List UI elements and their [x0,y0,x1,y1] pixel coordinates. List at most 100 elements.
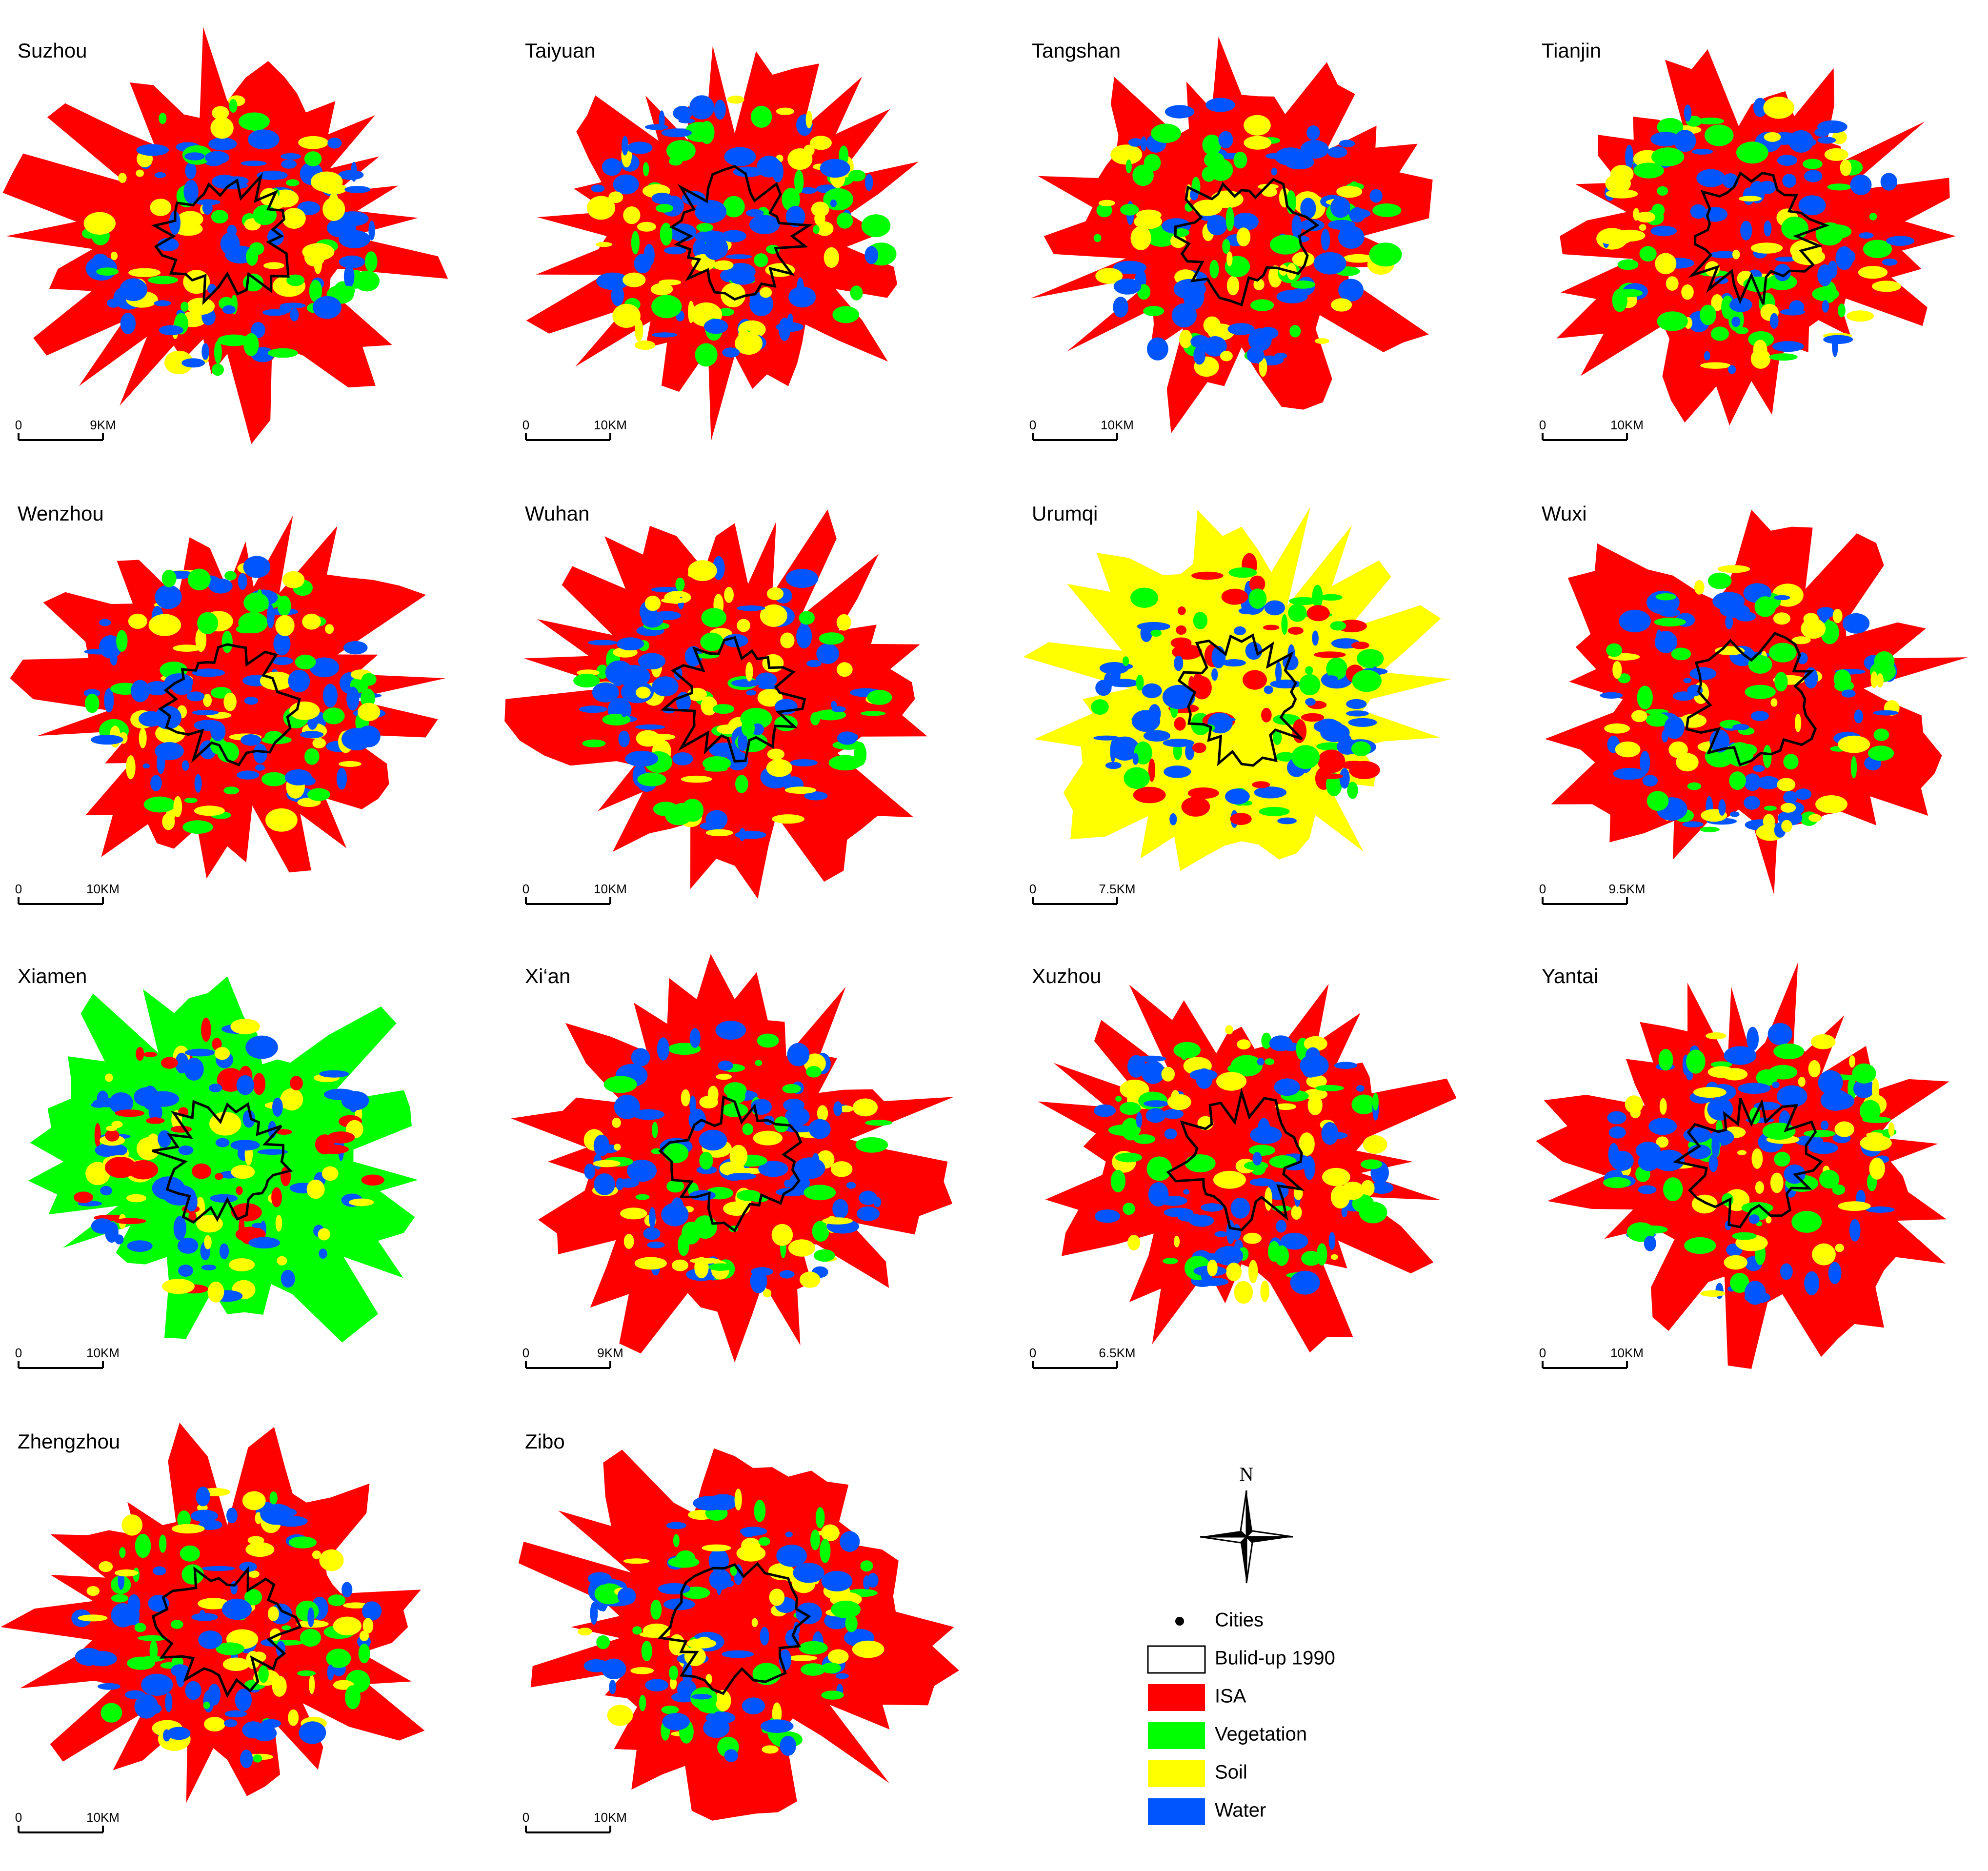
land-cover-patch [120,312,136,334]
land-cover-patch [1640,750,1650,774]
land-cover-patch [864,246,879,264]
land-cover-patch [1681,284,1694,300]
land-cover-patch [1145,1108,1165,1123]
land-cover-patch [1273,730,1282,745]
land-cover-patch [1289,325,1301,338]
land-cover-patch [1193,612,1208,629]
land-cover-patch [1853,1079,1875,1098]
land-cover-patch [266,604,275,628]
land-cover-patch [1142,683,1162,698]
land-cover-patch [1372,203,1402,217]
land-cover-patch [1873,728,1889,741]
legend: N Cities Bulid-up 1990 ISA Vegetation Soil Wa… [1147,1463,1335,1825]
land-cover-patch [327,1665,334,1681]
land-cover-patch [681,775,712,783]
land-cover-patch [714,100,726,120]
land-cover-patch [836,212,853,229]
land-cover-patch [693,1496,726,1511]
land-cover-patch [261,772,287,786]
land-cover-patch [336,767,347,790]
land-cover-patch [1320,723,1350,743]
land-cover-patch [762,1745,779,1754]
land-cover-patch [245,1542,275,1557]
land-cover-patch [241,161,267,166]
land-cover-patch [672,752,693,765]
land-cover-patch [106,1126,118,1131]
land-cover-patch [1248,328,1272,352]
land-cover-patch [806,660,822,667]
land-cover-patch [178,1146,194,1155]
land-cover-patch [290,1076,303,1091]
land-cover-patch [148,1103,162,1122]
land-cover-patch [253,1754,262,1763]
land-cover-patch [1312,630,1319,646]
land-cover-patch [127,1594,141,1615]
city-panel: Yantai 0 10KM [1536,962,1949,1369]
land-cover-patch [790,759,818,766]
land-cover-patch [178,1265,193,1277]
land-cover-patch [614,1094,640,1119]
land-cover-patch [780,1735,796,1756]
land-cover-patch [1683,1127,1711,1143]
land-cover-patch [249,114,265,133]
land-cover-patch [91,735,123,745]
land-cover-patch [295,654,316,669]
land-cover-patch [1838,303,1846,318]
land-cover-patch [337,211,369,226]
land-cover-patch [612,303,641,328]
land-cover-patch [364,251,378,272]
land-cover-patch [1709,729,1730,753]
land-cover-patch [651,192,673,204]
land-cover-patch [637,772,666,786]
land-cover-patch [286,179,300,186]
land-cover-patch [1744,796,1760,810]
city-name: Wuxi [1542,502,1587,525]
land-cover-patch [339,255,365,268]
land-cover-patch [1320,594,1343,601]
land-cover-patch [1161,1066,1175,1082]
legend-swatch [1148,1722,1205,1749]
land-cover-patch [1738,1083,1771,1094]
scale-end: 10KM [594,882,627,896]
scale-start: 0 [1029,1346,1036,1360]
land-cover-patch [1191,571,1224,580]
land-cover-patch [220,740,229,760]
scale-end: 9KM [597,1346,623,1360]
land-cover-patch [696,1166,717,1174]
land-cover-patch [1226,1262,1242,1281]
land-cover-patch [121,1514,143,1536]
city-panel: Zibo 0 10KM [518,1430,959,1833]
land-cover-patch [1804,667,1818,689]
land-cover-patch [1349,207,1365,223]
land-cover-patch [1110,144,1143,165]
land-cover-patch [754,253,768,267]
land-cover-patch [111,1594,129,1603]
land-cover-patch [716,1574,723,1595]
land-cover-patch [1619,609,1651,633]
land-cover-patch [801,1663,826,1676]
land-cover-patch [803,1185,836,1201]
land-cover-patch [255,764,265,771]
land-cover-patch [136,144,169,156]
land-cover-patch [602,158,622,176]
land-cover-patch [1772,341,1804,352]
land-cover-patch [755,1060,763,1066]
land-cover-patch [1261,707,1272,723]
land-cover-patch [686,1638,717,1649]
land-cover-patch [242,1109,255,1128]
land-cover-patch [639,1695,646,1711]
land-cover-patch [623,1233,634,1249]
land-cover-patch [290,308,299,322]
land-cover-patch [83,212,116,235]
land-cover-patch [758,1161,788,1177]
scale-start: 0 [15,1810,22,1825]
land-cover-patch [1173,279,1206,300]
land-cover-patch [126,1194,147,1203]
land-cover-patch [831,1600,861,1619]
land-cover-patch [1214,1246,1244,1266]
scale-end: 10KM [86,1810,120,1825]
land-cover-patch [1232,213,1259,231]
land-cover-patch [1849,1219,1861,1242]
land-cover-patch [727,1173,757,1180]
land-cover-patch [805,110,813,129]
